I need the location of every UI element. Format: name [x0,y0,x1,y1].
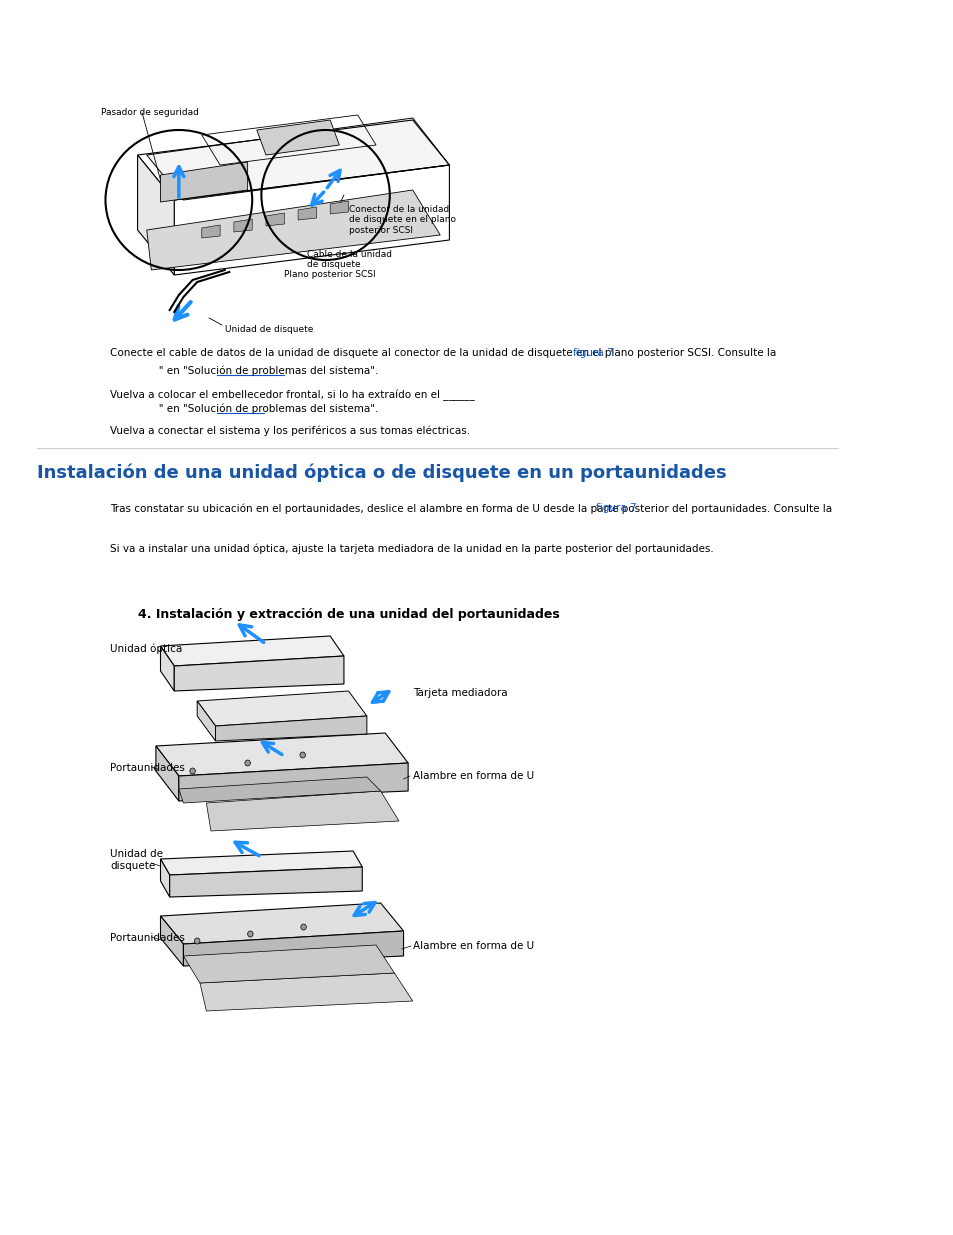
Text: figura 7: figura 7 [596,503,642,513]
Text: Unidad de
disquete: Unidad de disquete [110,848,163,871]
Circle shape [245,760,250,766]
Text: Instalación de una unidad óptica o de disquete en un portaunidades: Instalación de una unidad óptica o de di… [36,463,725,482]
Text: Unidad óptica: Unidad óptica [110,643,182,655]
Text: Vuelva a conectar el sistema y los periféricos a sus tomas eléctricas.: Vuelva a conectar el sistema y los perif… [110,426,470,436]
Polygon shape [178,763,408,802]
Polygon shape [160,646,174,692]
Circle shape [194,939,200,944]
Text: Conector de la unidad
de disquete en el plano
posterior SCSI: Conector de la unidad de disquete en el … [348,205,455,235]
Circle shape [248,931,253,937]
Polygon shape [297,207,316,220]
Polygon shape [197,692,367,726]
Polygon shape [160,916,183,966]
Polygon shape [160,903,403,944]
Polygon shape [147,190,439,270]
Polygon shape [147,119,449,200]
Polygon shape [178,777,380,803]
Polygon shape [155,734,408,776]
Text: Vuelva a colocar el embellecedor frontal, si lo ha extraído en el ______: Vuelva a colocar el embellecedor frontal… [110,390,475,401]
Text: Alambre en forma de U: Alambre en forma de U [413,941,534,951]
Polygon shape [200,973,413,1011]
Text: Tras constatar su ubicación en el portaunidades, deslice el alambre en forma de : Tras constatar su ubicación en el portau… [110,503,835,514]
Circle shape [300,924,306,930]
Polygon shape [256,120,339,156]
Polygon shape [183,945,394,983]
Text: 4. Instalación y extracción de una unidad del portaunidades: 4. Instalación y extracción de una unida… [137,608,558,621]
Polygon shape [137,156,174,275]
Polygon shape [160,851,362,876]
Circle shape [299,752,305,758]
Polygon shape [215,716,367,741]
Text: Tarjeta mediadora: Tarjeta mediadora [413,688,507,698]
Polygon shape [330,201,348,214]
Polygon shape [155,746,178,802]
Text: Unidad de disquete: Unidad de disquete [225,325,313,333]
Text: figura 7: figura 7 [573,348,619,358]
Text: Alambre en forma de U: Alambre en forma de U [413,771,534,781]
Polygon shape [206,790,398,831]
Text: Portaunidades: Portaunidades [110,763,185,773]
Text: Si va a instalar una unidad óptica, ajuste la tarjeta mediadora de la unidad en : Si va a instalar una unidad óptica, ajus… [110,543,713,553]
Text: Portaunidades: Portaunidades [110,932,185,944]
Text: " en "Solución de problemas del sistema".: " en "Solución de problemas del sistema"… [110,366,378,377]
Text: " en "Solución de problemas del sistema".: " en "Solución de problemas del sistema"… [110,404,378,415]
Text: Plano posterior SCSI: Plano posterior SCSI [284,270,375,279]
Circle shape [190,768,195,774]
Polygon shape [174,656,344,692]
Text: Pasador de seguridad: Pasador de seguridad [101,107,198,117]
Polygon shape [197,701,215,741]
Polygon shape [160,636,344,666]
Polygon shape [170,867,362,897]
Polygon shape [233,219,252,232]
Polygon shape [266,212,284,226]
Polygon shape [183,931,403,966]
Polygon shape [160,162,248,203]
Text: Conecte el cable de datos de la unidad de disquete al conector de la unidad de d: Conecte el cable de datos de la unidad d… [110,348,779,358]
Polygon shape [160,860,170,897]
Text: Cable de la unidad
de disquete: Cable de la unidad de disquete [307,249,392,269]
Polygon shape [202,225,220,238]
